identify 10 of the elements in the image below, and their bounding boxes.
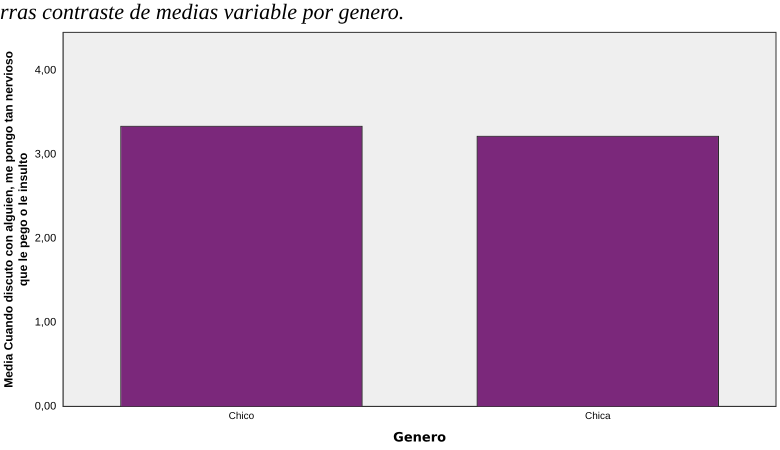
- x-tick-label: Chico: [228, 411, 255, 422]
- y-tick-label: 2,00: [34, 232, 56, 244]
- y-tick-label: 1,00: [34, 316, 56, 328]
- y-axis-title: Media Cuando discuto con alguien, me pongo tan nervioso que le pego o le insulto: [2, 51, 30, 388]
- x-tick-label: Chica: [585, 411, 612, 422]
- y-tick-label: 3,00: [34, 148, 56, 160]
- chart-title: rras contraste de medias variable por genero.: [0, 0, 404, 24]
- x-axis-title: Genero: [393, 430, 446, 446]
- y-tick-label: 4,00: [34, 64, 56, 76]
- y-tick-label: 0,00: [34, 400, 56, 412]
